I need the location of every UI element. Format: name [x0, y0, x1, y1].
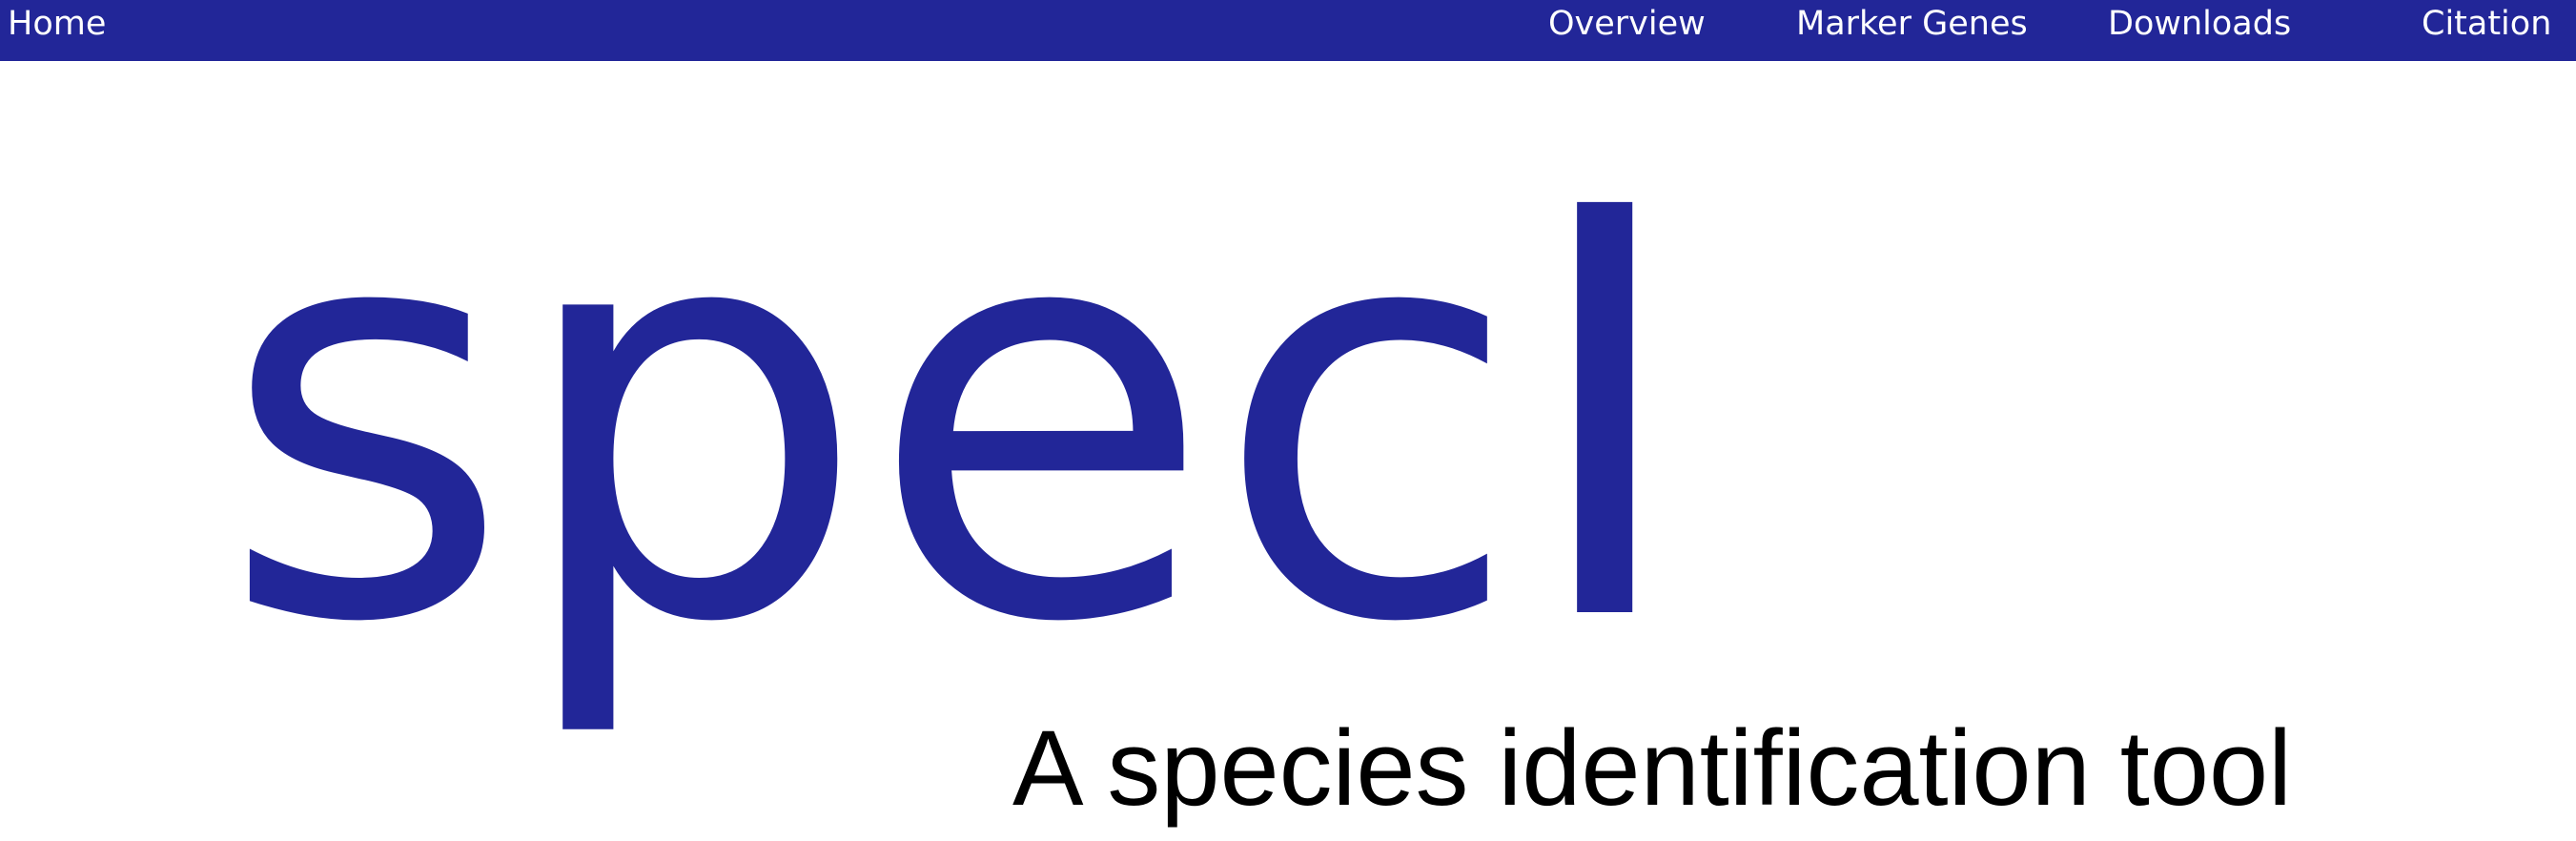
logo-tagline: A species identification tool	[1012, 708, 2292, 828]
logo-wordmark: specI	[219, 91, 1687, 746]
nav-citation-link[interactable]: Citation	[2422, 5, 2552, 43]
nav-downloads-link[interactable]: Downloads	[2108, 5, 2292, 43]
top-navigation-bar: Home Overview Marker Genes Downloads Cit…	[0, 0, 2576, 61]
nav-marker-genes-link[interactable]: Marker Genes	[1796, 5, 2028, 43]
speci-logo: specI A species identification tool	[219, 91, 2292, 828]
nav-overview-link[interactable]: Overview	[1548, 5, 1706, 43]
nav-home-link[interactable]: Home	[8, 5, 107, 43]
